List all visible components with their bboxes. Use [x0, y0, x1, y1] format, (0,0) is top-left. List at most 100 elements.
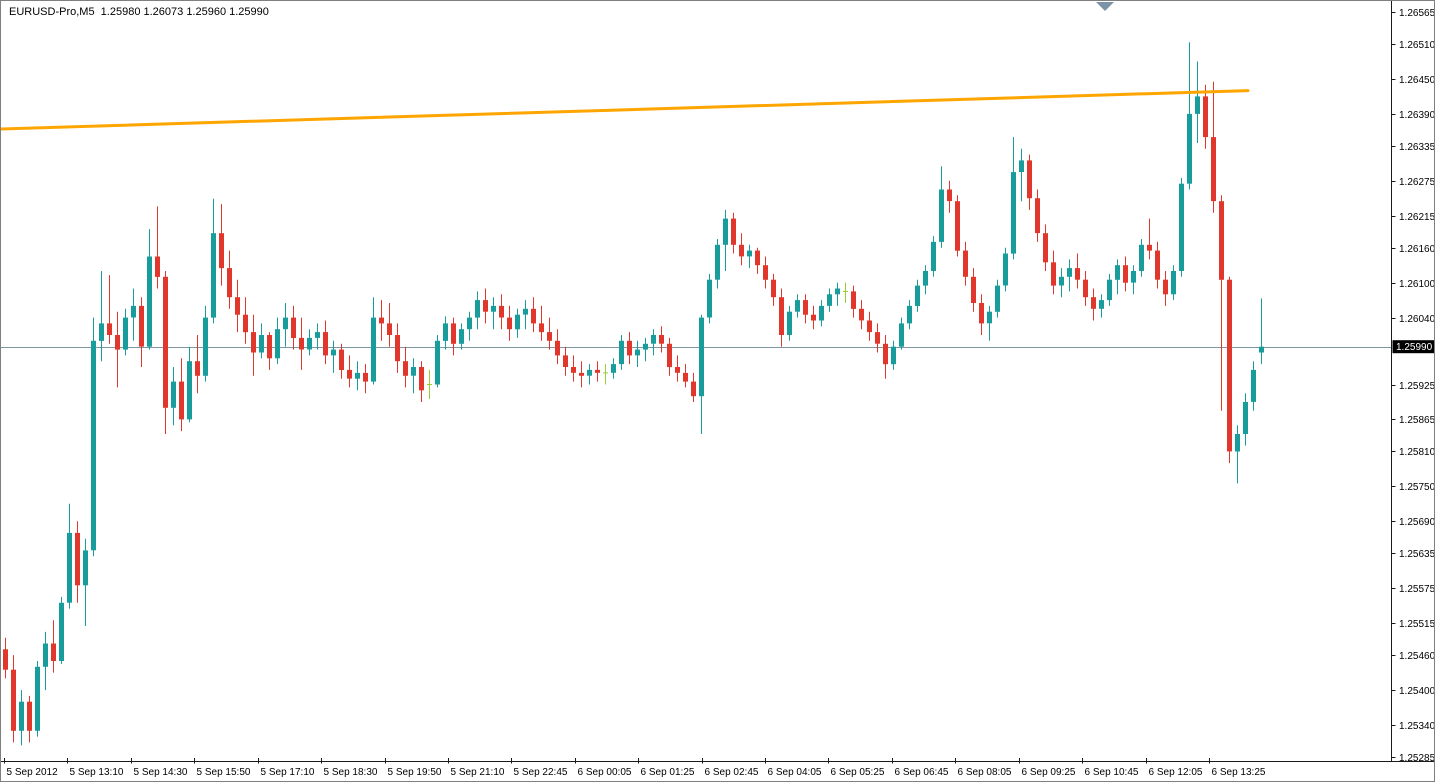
- candle: [747, 244, 752, 269]
- candle-body: [283, 317, 288, 330]
- x-tick-label: 5 Sep 22:45: [514, 767, 568, 778]
- candle-body: [387, 323, 392, 335]
- candle: [1171, 265, 1176, 301]
- candle-body: [1203, 96, 1208, 138]
- y-tick-label: 1.26100: [1399, 279, 1435, 290]
- candle-body: [643, 343, 648, 350]
- candle: [1091, 288, 1096, 321]
- candle: [779, 288, 784, 347]
- candle: [683, 364, 688, 388]
- x-tick-label: 6 Sep 10:45: [1085, 767, 1139, 778]
- candle-body: [43, 643, 48, 667]
- x-tick-label: 6 Sep 04:05: [768, 767, 822, 778]
- candle-body: [227, 268, 232, 298]
- time-scale[interactable]: [1, 760, 1391, 781]
- candle: [795, 294, 800, 318]
- candle-body: [859, 308, 864, 321]
- candle-body: [835, 288, 840, 295]
- candle: [315, 323, 320, 350]
- candle: [83, 538, 88, 626]
- y-tick-label: 1.25810: [1399, 447, 1435, 458]
- candle-body: [1139, 244, 1144, 271]
- candle-body: [571, 367, 576, 373]
- shift-triangle-icon[interactable]: [1096, 2, 1114, 11]
- candle: [995, 279, 1000, 318]
- candle: [139, 297, 144, 367]
- candle-body: [987, 311, 992, 324]
- candle-body: [851, 291, 856, 309]
- candle-body: [67, 532, 72, 603]
- candle-body: [1131, 271, 1136, 283]
- candle-body: [1147, 244, 1152, 251]
- candle: [51, 620, 56, 673]
- x-tick-label: 6 Sep 06:45: [895, 767, 949, 778]
- candle-body: [667, 343, 672, 368]
- candle-body: [731, 218, 736, 245]
- candle: [235, 279, 240, 333]
- candle-body: [243, 314, 248, 333]
- candle: [1011, 137, 1016, 260]
- y-tick-label: 1.26275: [1399, 177, 1435, 188]
- y-tick-label: 1.26450: [1399, 75, 1435, 86]
- candle-body: [331, 349, 336, 356]
- y-tick-label: 1.25865: [1399, 415, 1435, 426]
- candle: [171, 367, 176, 426]
- candle: [27, 695, 32, 743]
- candle-body: [875, 332, 880, 344]
- candle: [1003, 247, 1008, 292]
- candle-body: [779, 297, 784, 335]
- y-tick-label: 1.26335: [1399, 142, 1435, 153]
- candle: [107, 275, 112, 344]
- candle: [307, 329, 312, 356]
- candle-body: [867, 320, 872, 333]
- candle-body: [995, 285, 1000, 312]
- candle: [1107, 273, 1112, 306]
- candle: [811, 305, 816, 330]
- candle: [667, 337, 672, 376]
- candle: [1259, 298, 1264, 365]
- candle: [155, 206, 160, 289]
- candle-body: [83, 550, 88, 586]
- candle-body: [1011, 172, 1016, 254]
- y-tick-label: 1.26040: [1399, 314, 1435, 325]
- candle-body: [1043, 233, 1048, 263]
- candle-body: [931, 241, 936, 271]
- candle-body: [1211, 137, 1216, 202]
- candle-body: [323, 332, 328, 356]
- candle-body: [1099, 300, 1104, 309]
- candle-body: [107, 323, 112, 335]
- candle: [1131, 265, 1136, 295]
- candle: [43, 631, 48, 691]
- candle-body: [883, 343, 888, 365]
- candle: [1019, 148, 1024, 202]
- y-tick-label: 1.25515: [1399, 619, 1435, 630]
- candle-body: [683, 372, 688, 382]
- candle-body: [315, 332, 320, 338]
- candle-body: [411, 367, 416, 376]
- candle-body: [691, 381, 696, 397]
- candle-body: [771, 279, 776, 298]
- candle-body: [11, 669, 16, 731]
- price-scale[interactable]: [1389, 1, 1434, 761]
- candle-body: [27, 701, 32, 731]
- candle-body: [251, 332, 256, 353]
- candle-body: [635, 349, 640, 356]
- candle: [411, 358, 416, 394]
- candle: [339, 343, 344, 379]
- candle: [1099, 294, 1104, 318]
- candle: [219, 204, 224, 286]
- candle-body: [1259, 346, 1264, 353]
- x-tick-label: 6 Sep 13:25: [1212, 767, 1266, 778]
- candle: [1243, 393, 1248, 446]
- candle: [499, 294, 504, 330]
- y-tick-label: 1.25575: [1399, 584, 1435, 595]
- candle: [91, 317, 96, 557]
- candle-body: [451, 323, 456, 344]
- x-tick-label: 5 Sep 21:10: [451, 767, 505, 778]
- candle: [419, 361, 424, 402]
- candle-body: [155, 256, 160, 277]
- trendline[interactable]: [1, 89, 1250, 131]
- candle-body: [235, 297, 240, 315]
